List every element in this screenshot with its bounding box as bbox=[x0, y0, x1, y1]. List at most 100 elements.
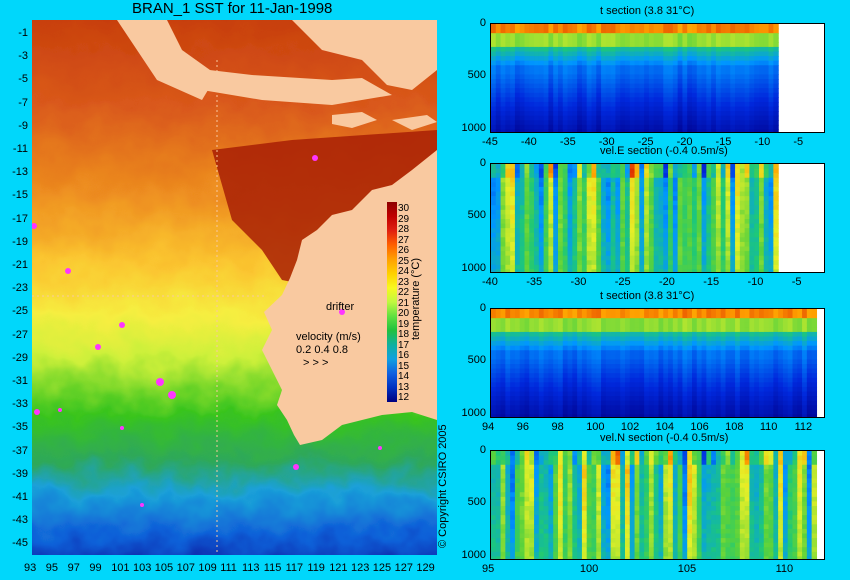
colorbar-tick: 22 bbox=[398, 287, 410, 298]
section-x-tick: -25 bbox=[637, 136, 654, 148]
section-x-tick: -30 bbox=[598, 136, 615, 148]
section-y-tick: 1000 bbox=[461, 406, 486, 419]
lat-label: -27 bbox=[12, 328, 28, 341]
lat-label: -45 bbox=[12, 537, 28, 550]
section-y-tick: 500 bbox=[467, 354, 486, 367]
section-title: t section (3.8 31°C) bbox=[600, 5, 695, 17]
colorbar-tick: 23 bbox=[398, 276, 410, 288]
lon-label: 107 bbox=[176, 562, 195, 574]
section-y-tick: 1000 bbox=[461, 121, 486, 134]
section-x-tick: 106 bbox=[690, 421, 709, 433]
lon-label: 123 bbox=[351, 562, 370, 574]
section-x-tick: 112 bbox=[794, 421, 813, 433]
section-y-tick: 1000 bbox=[461, 261, 486, 274]
section-x-tick: -10 bbox=[754, 136, 771, 148]
velocity-scale: 0.2 0.4 0.8 bbox=[296, 344, 348, 356]
lat-label: -39 bbox=[12, 467, 28, 480]
colorbar-tick: 28 bbox=[398, 224, 410, 235]
lon-label: 93 bbox=[24, 562, 37, 574]
section-plot bbox=[490, 308, 825, 418]
section-plot bbox=[490, 23, 825, 133]
lat-label: -5 bbox=[18, 73, 28, 86]
section-x-tick: -45 bbox=[482, 136, 498, 148]
sst-map bbox=[32, 20, 437, 555]
colorbar bbox=[387, 202, 397, 402]
lon-label: 99 bbox=[89, 562, 102, 574]
section-y-tick: 0 bbox=[479, 444, 486, 456]
velocity-arrows: > > > bbox=[303, 357, 329, 369]
colorbar-tick: 30 bbox=[398, 203, 410, 214]
lat-label: -33 bbox=[12, 398, 28, 411]
lat-label: -11 bbox=[12, 143, 28, 155]
map-title: BRAN_1 SST for 11-Jan-1998 bbox=[132, 0, 333, 17]
section-x-tick: 94 bbox=[482, 421, 495, 433]
colorbar-tick: 18 bbox=[398, 329, 410, 340]
lon-label: 125 bbox=[372, 562, 392, 574]
section-x-tick: -15 bbox=[715, 136, 732, 148]
lat-label: -1 bbox=[18, 27, 28, 39]
lon-label: 119 bbox=[307, 562, 325, 574]
lat-label: -25 bbox=[12, 305, 28, 318]
lon-label: 101 bbox=[111, 562, 130, 574]
copyright: © Copyright CSIRO 2005 bbox=[437, 424, 449, 548]
colorbar-tick: 21 bbox=[398, 297, 410, 309]
section-x-tick: 102 bbox=[620, 421, 640, 433]
section-x-tick: 96 bbox=[516, 421, 529, 433]
lat-label: -19 bbox=[12, 235, 28, 248]
lon-label: 103 bbox=[133, 562, 152, 574]
section-x-tick: -5 bbox=[793, 136, 804, 148]
drifter-markers bbox=[32, 155, 382, 507]
drifter-label: drifter bbox=[326, 301, 355, 313]
colorbar-tick: 16 bbox=[398, 350, 410, 361]
lon-label: 121 bbox=[329, 562, 348, 574]
section-y-tick: 1000 bbox=[461, 548, 486, 561]
section-x-tick: -20 bbox=[658, 276, 675, 288]
lat-label: -15 bbox=[12, 189, 28, 202]
colorbar-title: temperature (°C) bbox=[410, 257, 422, 340]
section-title: vel.E section (-0.4 0.5m/s) bbox=[600, 145, 728, 157]
lat-label: -9 bbox=[18, 119, 28, 132]
section-x-tick: -15 bbox=[703, 276, 720, 288]
section-x-tick: -40 bbox=[520, 136, 537, 148]
section-x-tick: 108 bbox=[725, 421, 744, 433]
lat-label: -41 bbox=[12, 491, 28, 503]
colorbar-tick: 26 bbox=[398, 245, 410, 256]
lon-label: 117 bbox=[285, 562, 304, 574]
section-y-tick: 0 bbox=[479, 302, 486, 314]
lon-label: 105 bbox=[154, 562, 174, 574]
section-x-tick: -25 bbox=[614, 276, 631, 288]
lat-label: -7 bbox=[18, 96, 28, 109]
lat-label: -21 bbox=[12, 259, 28, 271]
section-y-tick: 500 bbox=[467, 496, 486, 509]
colorbar-tick: 24 bbox=[398, 266, 410, 277]
section-x-tick: 100 bbox=[579, 563, 599, 575]
section-plot bbox=[490, 450, 825, 560]
lon-label: 109 bbox=[198, 562, 217, 574]
section-title: vel.N section (-0.4 0.5m/s) bbox=[600, 432, 729, 444]
section-x-tick: 104 bbox=[655, 421, 674, 433]
section-x-tick: 100 bbox=[586, 421, 605, 433]
lat-label: -43 bbox=[12, 514, 28, 527]
colorbar-tick: 14 bbox=[398, 371, 410, 382]
section-x-tick: 110 bbox=[759, 421, 778, 433]
lat-label: -29 bbox=[12, 351, 28, 364]
section-y-tick: 500 bbox=[467, 209, 486, 222]
section-y-tick: 0 bbox=[479, 17, 486, 29]
lon-label: 97 bbox=[67, 562, 80, 574]
section-title: t section (3.8 31°C) bbox=[600, 290, 695, 302]
colorbar-tick: 17 bbox=[398, 339, 410, 351]
lat-label: -23 bbox=[12, 282, 28, 295]
lat-label: -35 bbox=[12, 421, 28, 434]
velocity-label: velocity (m/s) bbox=[296, 331, 361, 343]
lat-label: -3 bbox=[18, 50, 28, 63]
lat-label: -31 bbox=[12, 375, 28, 387]
section-x-tick: 98 bbox=[551, 421, 564, 433]
section-x-tick: 105 bbox=[677, 563, 697, 575]
lon-label: 113 bbox=[242, 562, 260, 574]
lon-label: 95 bbox=[45, 562, 59, 574]
lat-label: -37 bbox=[12, 444, 28, 457]
section-y-tick: 0 bbox=[479, 157, 486, 169]
colorbar-tick: 12 bbox=[398, 392, 410, 403]
lat-label: -17 bbox=[12, 212, 28, 225]
section-x-tick: -35 bbox=[559, 136, 576, 148]
